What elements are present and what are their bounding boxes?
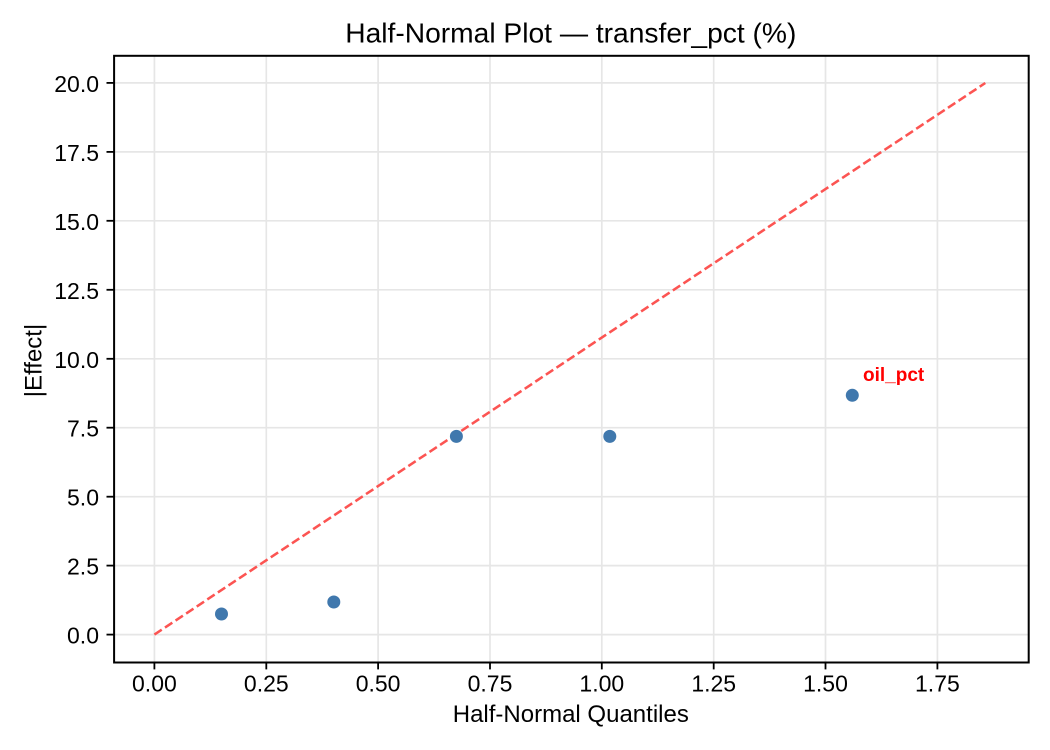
svg-text:1.00: 1.00	[579, 671, 624, 697]
svg-text:oil_pct: oil_pct	[863, 365, 925, 386]
svg-text:17.5: 17.5	[54, 140, 99, 166]
svg-text:0.75: 0.75	[468, 671, 513, 697]
svg-text:1.75: 1.75	[915, 671, 960, 697]
svg-text:|Effect|: |Effect|	[21, 324, 48, 397]
svg-text:1.25: 1.25	[691, 671, 736, 697]
svg-text:12.5: 12.5	[54, 278, 99, 304]
svg-text:0.0: 0.0	[67, 623, 99, 649]
svg-text:15.0: 15.0	[54, 209, 99, 235]
svg-text:5.0: 5.0	[67, 485, 99, 511]
svg-text:20.0: 20.0	[54, 71, 99, 97]
svg-text:0.50: 0.50	[356, 671, 401, 697]
svg-text:10.0: 10.0	[54, 347, 99, 373]
svg-text:7.5: 7.5	[67, 416, 99, 442]
svg-text:Half-Normal Plot — transfer_pc: Half-Normal Plot — transfer_pct (%)	[345, 16, 796, 48]
svg-text:0.25: 0.25	[244, 671, 289, 697]
svg-text:0.00: 0.00	[132, 671, 177, 697]
svg-text:2.5: 2.5	[67, 554, 99, 580]
svg-text:Half-Normal Quantiles: Half-Normal Quantiles	[453, 701, 689, 728]
svg-text:1.50: 1.50	[803, 671, 848, 697]
